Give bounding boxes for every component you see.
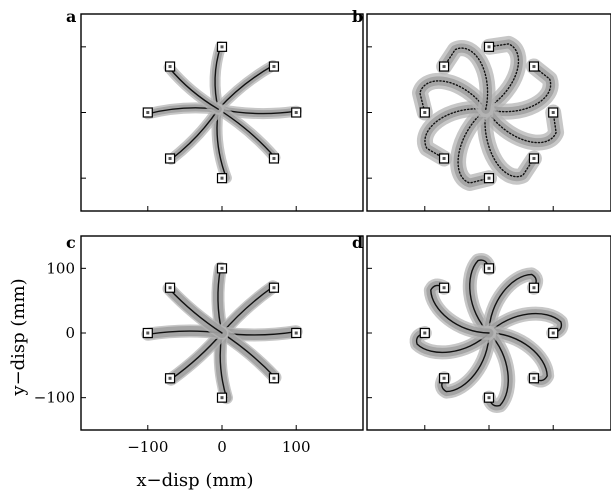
mean-trajectory <box>430 284 490 334</box>
target-center <box>220 396 224 400</box>
mean-trajectory <box>217 108 276 159</box>
mean-trajectory <box>485 108 557 144</box>
target-center <box>294 111 298 114</box>
panel-label: c <box>66 233 76 252</box>
panel-label: a <box>66 7 76 26</box>
mean-trajectory <box>488 332 509 407</box>
mean-trajectory <box>168 287 223 334</box>
target-center <box>442 376 446 380</box>
mean-trajectory <box>415 332 490 354</box>
mean-trajectory <box>488 312 563 334</box>
panel-label: b <box>352 7 363 26</box>
target-center <box>487 176 491 180</box>
mean-trajectory <box>419 80 487 114</box>
panel-d: d <box>352 233 611 431</box>
x-tick-label: 0 <box>217 438 227 456</box>
y-tick-label: 100 <box>46 259 75 277</box>
target-center <box>532 156 536 160</box>
mean-trajectory <box>441 332 490 393</box>
target-center <box>294 331 298 335</box>
target-center <box>272 65 276 69</box>
target-center <box>168 65 172 69</box>
mean-trajectory <box>170 108 219 160</box>
target-center <box>146 111 150 114</box>
target-center <box>442 156 446 160</box>
target-center <box>532 65 536 69</box>
mean-trajectory <box>485 43 519 110</box>
trajectory-variance-core <box>217 281 278 338</box>
mean-trajectory <box>443 47 489 110</box>
target-center <box>168 376 172 380</box>
y-axis-label: y−disp (mm) <box>8 278 29 396</box>
y-tick-label: −100 <box>34 389 75 407</box>
target-center <box>423 331 427 335</box>
target-center <box>487 396 491 400</box>
target-center <box>532 376 536 380</box>
target-center <box>146 331 150 335</box>
target-center <box>220 176 224 180</box>
mean-trajectory <box>424 108 487 160</box>
trajectory-variance-core <box>167 105 222 163</box>
target-center <box>487 45 491 49</box>
mean-trajectory <box>488 273 537 334</box>
target-center <box>423 111 427 114</box>
x-tick-label: 100 <box>282 438 311 456</box>
target-center <box>551 331 555 335</box>
mean-trajectory <box>485 65 552 113</box>
target-center <box>442 65 446 69</box>
panel-b: b <box>352 7 611 212</box>
target-center <box>220 45 224 49</box>
panel-a: a <box>66 7 364 212</box>
mean-trajectory <box>488 332 548 382</box>
target-center <box>272 286 276 290</box>
mean-trajectory <box>457 108 490 184</box>
panel-c: c −100 0 100 −100 0 100 <box>34 233 364 456</box>
target-center <box>551 111 555 114</box>
x-axis-label: x−disp (mm) <box>136 470 253 491</box>
panel-label: d <box>352 233 363 252</box>
target-center <box>220 266 224 270</box>
mean-trajectory <box>168 66 219 110</box>
target-center <box>272 156 276 160</box>
target-center <box>487 266 491 270</box>
target-center <box>442 286 446 290</box>
target-center <box>168 286 172 290</box>
trajectory-variance-core <box>214 62 277 113</box>
mean-trajectory <box>484 108 535 178</box>
mean-trajectory <box>469 259 490 334</box>
y-tick-label: 0 <box>65 324 75 342</box>
x-tick-label: −100 <box>127 438 168 456</box>
target-center <box>168 156 172 160</box>
target-center <box>532 286 536 290</box>
target-center <box>272 376 276 380</box>
